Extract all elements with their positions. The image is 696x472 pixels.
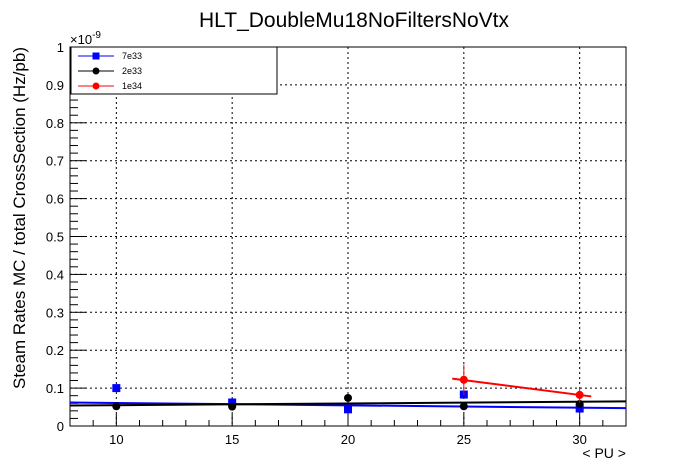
y-exponent-power: -9 [92,30,101,41]
series-1e34-point-0 [459,375,468,384]
x-tick-label-2: 20 [341,432,355,447]
y-tick-label-2: 0.2 [46,343,64,358]
grid [70,47,626,426]
legend-label-1e34: 1e34 [122,81,142,91]
series-1e34-fit-line [452,377,592,398]
y-tick-label-0: 0 [57,419,64,434]
x-tick-label-0: 10 [109,432,123,447]
series-1e34 [452,364,592,403]
y-tick-label-7: 0.7 [46,154,64,169]
series-layer [69,364,627,414]
legend-label-2e33: 2e33 [122,66,142,76]
series-1e34-point-1 [575,390,584,399]
series-2e33-fit-line [69,400,627,407]
legend-label-7e33: 7e33 [122,51,142,61]
series-2e33-point-4 [575,400,584,409]
series-7e33-point-4 [575,404,584,413]
legend-marker-2e33 [92,67,100,75]
x-axis-label: < PU > [582,445,626,461]
y-tick-label-10: 1 [57,40,64,55]
y-tick-label-4: 0.4 [46,267,64,282]
series-2e33 [69,393,627,411]
y-tick-label-5: 0.5 [46,230,64,245]
y-tick-label-9: 0.9 [46,78,64,93]
axis-tick-labels: 10 15 20 25 30 0 0.1 0.2 0.3 0.4 0.5 0.6 0.7 0.8 0.9 1 [46,40,587,447]
chart-title: HLT_DoubleMu18NoFiltersNoVtx [199,9,510,32]
y-exponent: ×10-9 [70,30,101,47]
series-2e33-point-1 [228,402,237,411]
x-tick-label-3: 25 [457,432,471,447]
series-2e33-point-2 [344,393,352,402]
y-tick-label-6: 0.6 [46,192,64,207]
legend: 7e33 2e33 1e34 [70,46,278,95]
series-7e33-point-1 [228,398,237,407]
legend-marker-1e34 [92,82,100,90]
legend-marker-7e33 [92,52,100,60]
y-tick-label-3: 0.3 [46,305,64,320]
y-tick-label-1: 0.1 [46,381,64,396]
y-tick-label-8: 0.8 [46,116,64,131]
series-2e33-point-3 [459,402,468,411]
series-2e33-point-0 [112,402,121,411]
x-tick-label-1: 15 [225,432,239,447]
series-7e33-point-0 [112,384,121,393]
y-axis-label: Steam Rates MC / total CrossSection (Hz/… [10,47,29,389]
y-exponent-base: ×10 [70,32,92,47]
series-7e33-point-2 [344,405,352,414]
x-tick-label-4: 30 [572,432,586,447]
